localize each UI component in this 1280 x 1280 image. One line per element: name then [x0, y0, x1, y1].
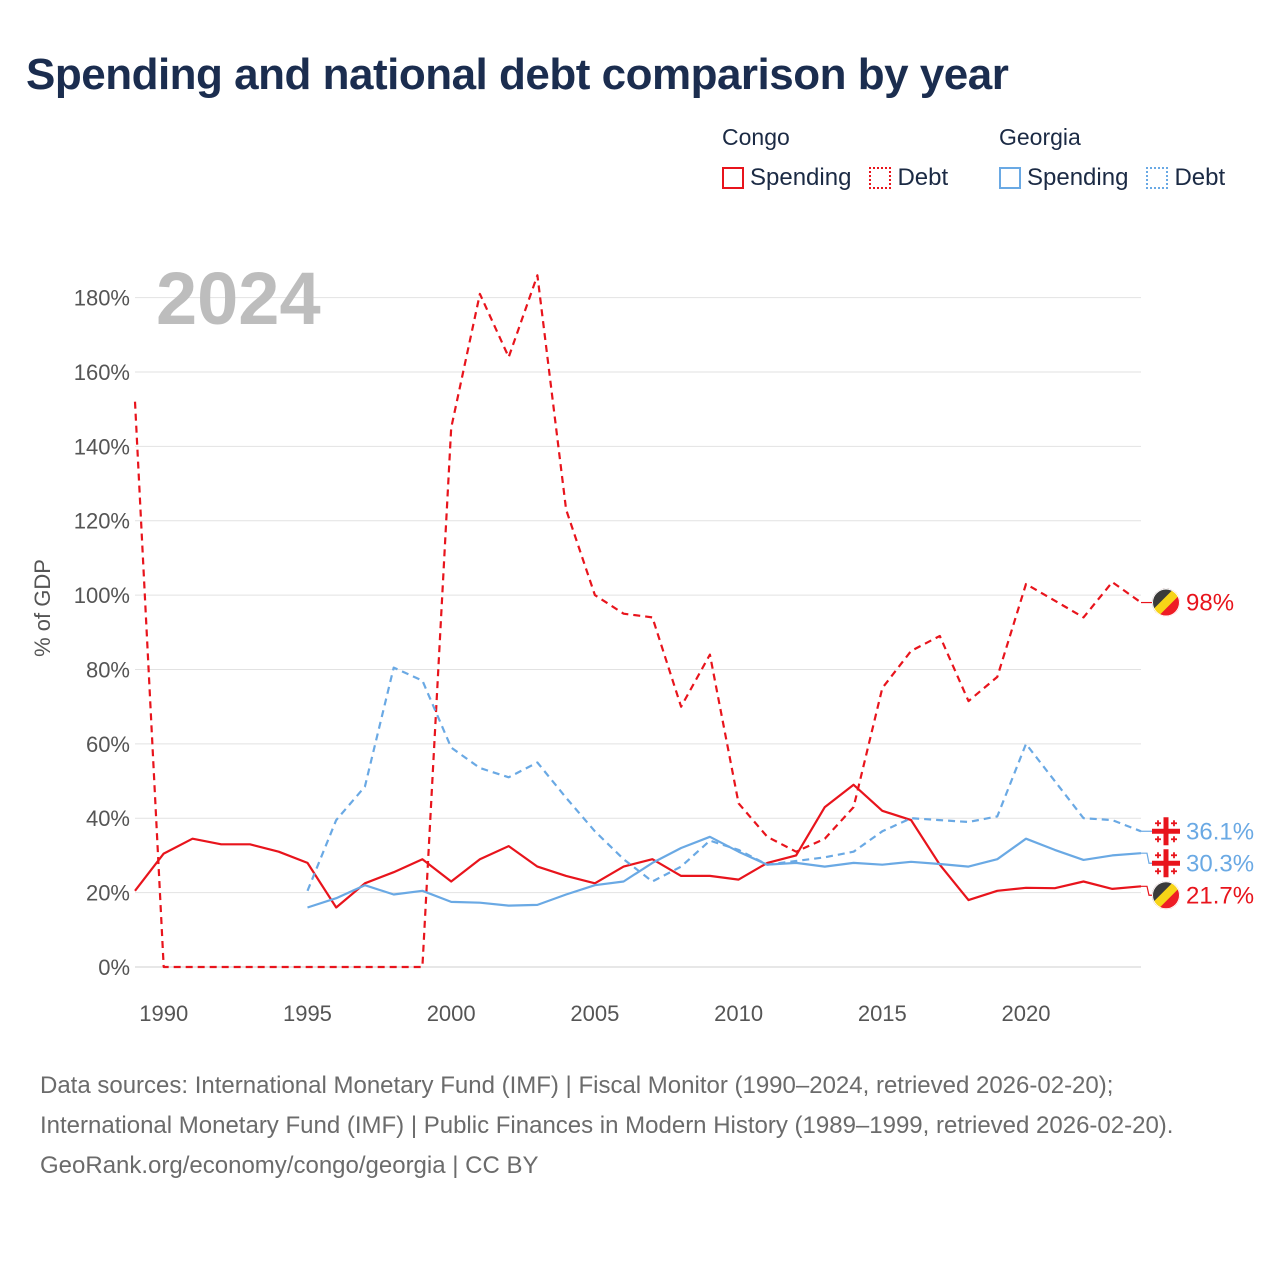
- series-line-congo-debt[interactable]: [133, 274, 1142, 969]
- attribution-link[interactable]: GeoRank.org/economy/congo/georgia | CC B…: [40, 1152, 539, 1179]
- end-value-label: 98%: [1186, 590, 1234, 617]
- legend-item-label: Debt: [897, 164, 949, 191]
- dotted-line-swatch-icon: [1146, 167, 1169, 189]
- x-tick-label: 2015: [858, 1001, 907, 1026]
- chart-title: Spending and national debt comparison by…: [26, 50, 1009, 99]
- y-tick-label: 80%: [86, 657, 130, 682]
- end-value-label: 21.7%: [1186, 882, 1254, 909]
- y-tick-label: 120%: [74, 509, 130, 534]
- legend-group-name: Georgia: [999, 124, 1081, 150]
- x-tick-label: 2000: [427, 1001, 476, 1026]
- legend-item-label: Debt: [1174, 164, 1226, 191]
- series-line-georgia-debt[interactable]: [306, 666, 1142, 892]
- y-axis-label: % of GDP: [30, 559, 55, 657]
- legend-item-congo-debt[interactable]: Debt: [869, 164, 948, 192]
- solid-line-swatch-icon: [722, 167, 744, 189]
- series-line-georgia-spending[interactable]: [307, 835, 1142, 909]
- footer: Data sources: International Monetary Fun…: [40, 1066, 1240, 1186]
- end-value-label: 36.1%: [1186, 818, 1254, 845]
- y-tick-label: 60%: [86, 732, 130, 757]
- axis-layer: 0% 20% 40% 60% 80% 100% 120% 140% 160% 180% 1990 19…: [74, 286, 1051, 1026]
- congo-flag-icon: [1152, 588, 1180, 617]
- end-label-connector: [1141, 885, 1152, 896]
- series-line-congo-spending[interactable]: [134, 783, 1142, 909]
- georgia-flag-icon: [1152, 849, 1180, 878]
- x-tick-label: 2010: [714, 1001, 763, 1026]
- legend-item-label: Spending: [750, 164, 852, 191]
- y-tick-label: 160%: [74, 360, 130, 385]
- y-tick-label: 140%: [74, 434, 130, 459]
- legend-item-label: Spending: [1027, 164, 1129, 191]
- data-sources: Data sources: International Monetary Fun…: [40, 1072, 1174, 1139]
- current-year-watermark: 2024: [156, 257, 321, 340]
- y-tick-label: 0%: [98, 955, 130, 980]
- y-tick-label: 100%: [74, 583, 130, 608]
- y-tick-label: 40%: [86, 806, 130, 831]
- end-value-label: 30.3%: [1186, 850, 1254, 877]
- legend-item-georgia-debt[interactable]: Debt: [1146, 164, 1225, 192]
- legend-group-congo: Congo Spending Debt: [722, 124, 948, 192]
- legend-group-georgia: Georgia Spending Debt: [999, 124, 1225, 192]
- georgia-flag-icon: [1152, 817, 1180, 846]
- x-tick-label: 2020: [1002, 1001, 1051, 1026]
- congo-flag-icon: [1152, 881, 1180, 910]
- x-tick-label: 1990: [139, 1001, 188, 1026]
- legend-group-name: Congo: [722, 124, 790, 150]
- x-tick-label: 1995: [283, 1001, 332, 1026]
- y-tick-label: 180%: [74, 286, 130, 311]
- solid-line-swatch-icon: [999, 167, 1021, 189]
- legend-item-congo-spending[interactable]: Spending: [722, 164, 851, 192]
- x-tick-label: 2005: [570, 1001, 619, 1026]
- dotted-line-swatch-icon: [869, 167, 892, 189]
- grid-layer: [135, 297, 1141, 968]
- end-label-connector: [1141, 852, 1152, 864]
- line-chart: 2024 0% 20% 40% 60% 80% 100% 120% 140% 160% 180% 1…: [30, 257, 1254, 1026]
- series-layer: [133, 274, 1142, 969]
- y-tick-label: 20%: [86, 881, 130, 906]
- legend-item-georgia-spending[interactable]: Spending: [999, 164, 1128, 192]
- end-label-layer: 98% 36.1% 30.3% 21.7%: [1141, 588, 1254, 910]
